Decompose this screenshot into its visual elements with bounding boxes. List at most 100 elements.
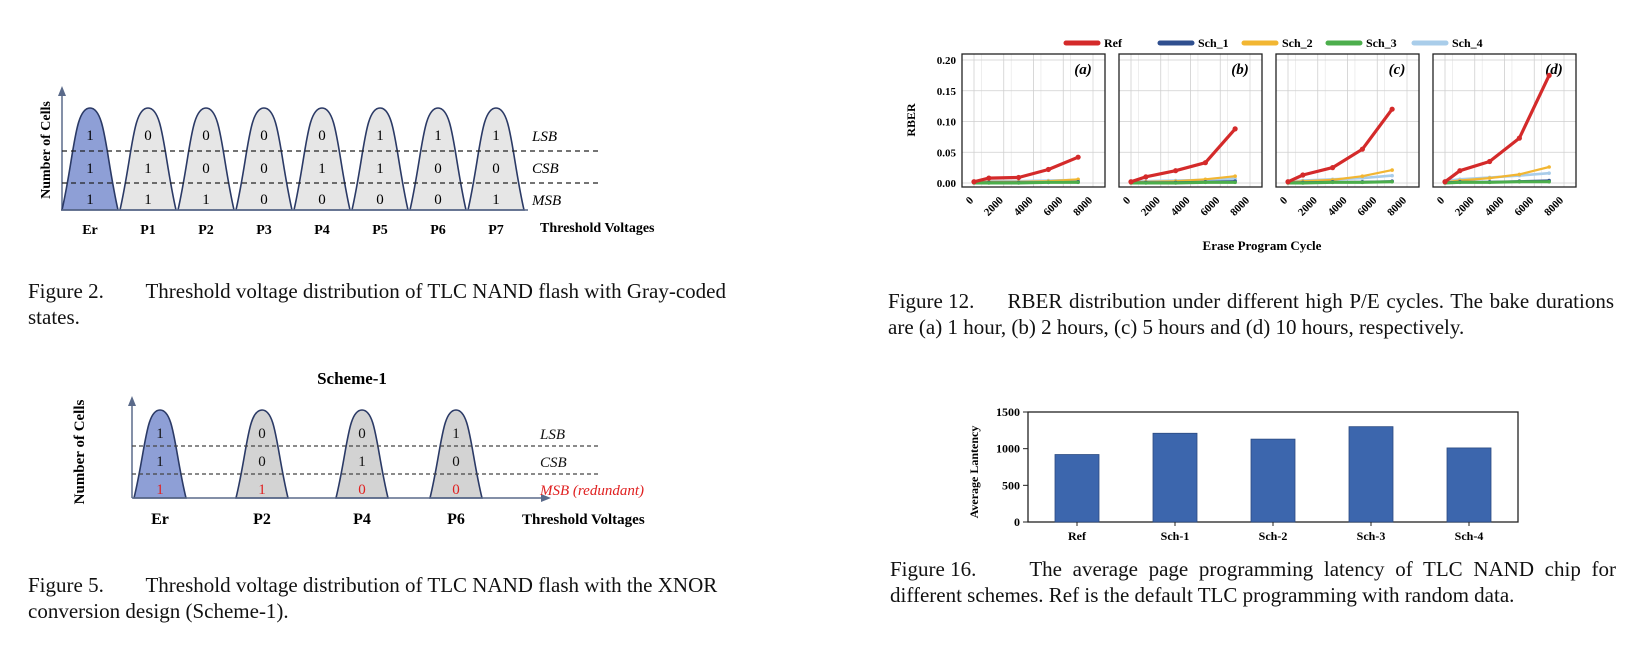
caption-number: Figure 2. bbox=[28, 279, 104, 303]
caption-number: Figure 12. bbox=[888, 289, 975, 313]
bit-value: 1 bbox=[144, 192, 152, 208]
data-point bbox=[1390, 179, 1394, 184]
y-axis-label: Number of Cells bbox=[39, 101, 54, 199]
data-point bbox=[1442, 179, 1448, 185]
state-distribution bbox=[428, 409, 484, 499]
state-distribution bbox=[351, 107, 409, 211]
legend-label: Sch_4 bbox=[1452, 36, 1483, 50]
panel-label: (b) bbox=[1231, 62, 1249, 78]
figure-12-caption: Figure 12. RBER distribution under diffe… bbox=[888, 288, 1614, 340]
data-point bbox=[1173, 181, 1178, 185]
y-axis-arrow bbox=[128, 396, 136, 406]
legend-label: Ref bbox=[1104, 36, 1123, 50]
data-point bbox=[1547, 171, 1551, 175]
data-point bbox=[1517, 172, 1522, 177]
data-point bbox=[1076, 177, 1080, 182]
y-axis-label: RBER bbox=[904, 103, 918, 137]
data-point bbox=[1546, 72, 1552, 78]
row-label: LSB bbox=[539, 427, 565, 443]
bit-value: 0 bbox=[434, 192, 442, 208]
state-label: Er bbox=[82, 223, 98, 238]
y-tick-label: 0.00 bbox=[937, 178, 957, 190]
bar bbox=[1152, 432, 1198, 523]
state-distribution bbox=[132, 409, 188, 499]
state-distribution bbox=[235, 107, 293, 211]
bit-value: 1 bbox=[86, 128, 94, 144]
figure-5-diagram: Scheme-1 Number of Cells Er 1 1 1 P2 0 0 1 P4 0 1 0 P6… bbox=[72, 369, 645, 528]
x-axis-label: Threshold Voltages bbox=[522, 512, 645, 528]
state-label: P4 bbox=[314, 223, 330, 238]
y-tick-label: 0.10 bbox=[937, 117, 957, 129]
data-point bbox=[1202, 160, 1208, 166]
data-point bbox=[1330, 180, 1335, 185]
data-point bbox=[1016, 174, 1022, 181]
legend-label: Sch_2 bbox=[1282, 36, 1313, 50]
bit-value: 0 bbox=[260, 161, 268, 177]
bit-value: 0 bbox=[358, 482, 366, 498]
data-point bbox=[1173, 168, 1179, 174]
panel-frame bbox=[1432, 53, 1577, 188]
y-tick-label: 1500 bbox=[996, 405, 1020, 419]
state-distribution bbox=[61, 107, 119, 211]
state-label: P7 bbox=[488, 223, 504, 238]
bit-value: 0 bbox=[452, 482, 460, 498]
data-point bbox=[1203, 177, 1208, 182]
data-point bbox=[1487, 180, 1492, 185]
x-tick-label: Sch-1 bbox=[1161, 529, 1190, 543]
bit-value: 1 bbox=[492, 128, 500, 144]
data-point bbox=[1285, 179, 1291, 185]
x-axis-label: Erase Program Cycle bbox=[1203, 238, 1322, 253]
figure-2-diagram: Number of Cells Er 1 1 1 P1 0 1 1 P2 0 0 1 P3 0 0 0 P4 0 1 0… bbox=[39, 86, 655, 238]
y-tick-label: 1000 bbox=[996, 442, 1020, 456]
data-point bbox=[1301, 181, 1305, 185]
x-tick-label: Sch-4 bbox=[1455, 529, 1484, 543]
bit-value: 0 bbox=[258, 454, 266, 470]
state-label: P1 bbox=[140, 223, 156, 238]
data-point bbox=[1330, 165, 1336, 171]
y-axis-label: Average Lantency bbox=[967, 426, 981, 519]
panel-frame bbox=[961, 53, 1106, 188]
data-point bbox=[1487, 158, 1493, 165]
bar bbox=[1054, 454, 1100, 523]
state-label: P4 bbox=[353, 511, 371, 528]
data-point bbox=[1046, 180, 1051, 185]
bit-value: 1 bbox=[376, 161, 384, 177]
x-axis-arrow bbox=[541, 494, 551, 502]
y-axis-label: Number of Cells bbox=[72, 399, 88, 504]
state-label: Er bbox=[151, 511, 169, 528]
bit-value: 0 bbox=[144, 128, 152, 144]
bit-value: 0 bbox=[492, 161, 500, 177]
figure-5-caption: Figure 5. Threshold voltage distribution… bbox=[28, 572, 748, 624]
y-tick-label: 0.20 bbox=[937, 55, 957, 67]
data-point bbox=[1517, 179, 1522, 184]
data-point bbox=[971, 179, 977, 185]
bit-value: 1 bbox=[358, 454, 366, 470]
figure-5-title: Scheme-1 bbox=[317, 369, 387, 388]
bit-value: 1 bbox=[318, 161, 326, 177]
state-label: P3 bbox=[256, 223, 272, 238]
panel-label: (a) bbox=[1074, 62, 1092, 78]
state-label: P6 bbox=[447, 511, 465, 528]
data-point bbox=[1389, 106, 1395, 112]
state-distribution bbox=[293, 107, 351, 211]
data-point bbox=[1457, 168, 1463, 174]
bar bbox=[1446, 447, 1492, 523]
bar bbox=[1250, 438, 1296, 523]
bit-value: 0 bbox=[258, 426, 266, 442]
bit-value: 0 bbox=[202, 161, 210, 177]
data-point bbox=[1232, 126, 1238, 132]
y-tick-label: 0 bbox=[1014, 515, 1020, 529]
bit-value: 0 bbox=[376, 192, 384, 208]
data-point bbox=[1360, 180, 1365, 185]
state-distribution bbox=[334, 409, 390, 499]
bit-value: 1 bbox=[258, 482, 266, 498]
y-tick-label: 0.05 bbox=[937, 147, 957, 159]
figure-16-caption: Figure 16. The average page programming … bbox=[890, 556, 1616, 608]
data-point bbox=[1390, 168, 1394, 172]
data-point bbox=[987, 181, 991, 185]
caption-text: The average page programming latency of … bbox=[890, 557, 1616, 607]
data-point bbox=[1144, 181, 1148, 185]
data-point bbox=[1075, 154, 1081, 160]
caption-text: Threshold voltage distribution of TLC NA… bbox=[28, 279, 726, 329]
state-distribution bbox=[467, 107, 525, 211]
